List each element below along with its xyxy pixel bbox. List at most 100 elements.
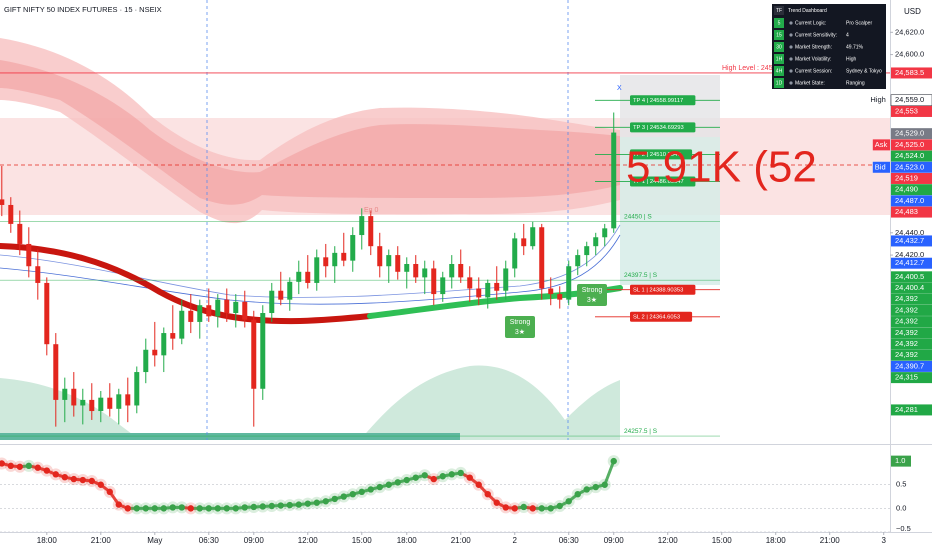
candle-body (323, 257, 329, 267)
candle-body (35, 266, 41, 283)
osc-dot (88, 477, 95, 485)
dashboard-badge (774, 18, 784, 28)
level-label: 24397.5 | S (624, 272, 658, 279)
candle-body (0, 199, 5, 205)
candle-body (251, 319, 257, 389)
candle-body (233, 301, 239, 314)
osc-tick-label: −0.5 (896, 524, 911, 533)
osc-dot (601, 481, 608, 488)
osc-dot (277, 502, 284, 509)
candle-body (179, 310, 185, 339)
candle-body (395, 255, 401, 272)
upper-band-inner (0, 60, 620, 205)
price-flag-label: Ask (875, 140, 888, 149)
price-tag-label: 24,281 (895, 405, 918, 414)
x-tick-label: 12:00 (298, 536, 319, 545)
price-flag-label: High (870, 95, 885, 104)
lower-band-strip (0, 433, 460, 440)
candle-body (557, 294, 563, 300)
dashboard-badge (774, 66, 784, 76)
candle-body (206, 305, 212, 317)
candle-body (485, 282, 491, 298)
osc-dot (547, 505, 554, 512)
osc-dot (232, 505, 239, 512)
dashboard-icon (789, 45, 793, 49)
candle-body (215, 299, 221, 317)
osc-dot (223, 505, 230, 512)
level-label: SL 1 | 24388.90353 (633, 287, 683, 293)
candle-body (404, 264, 410, 272)
osc-dot (331, 495, 338, 503)
price-tag-label: 24,487.0 (895, 196, 924, 205)
dashboard-key: Current Logic: (795, 20, 826, 26)
dashboard-tf: 15 (776, 32, 782, 38)
candle-body (467, 277, 473, 289)
x-tick-label: 21:00 (451, 536, 472, 545)
osc-last-tag (891, 455, 911, 467)
price-tag (891, 105, 932, 117)
price-tag (891, 139, 932, 151)
dashboard-value: High (846, 56, 857, 62)
candle-body (152, 349, 158, 356)
price-tag (891, 293, 932, 305)
dashboard-value: 49.71% (846, 44, 864, 50)
price-tag (891, 316, 932, 328)
price-tag (891, 172, 932, 184)
dashboard-corner: TF (776, 8, 782, 14)
osc-dot (160, 505, 167, 512)
price-tag (891, 349, 932, 361)
price-tag (891, 150, 932, 162)
candle-body (8, 204, 14, 224)
candle-body (611, 132, 617, 229)
candle-body (242, 301, 248, 320)
candle-body (125, 394, 131, 406)
osc-dot (484, 490, 491, 498)
price-tag-label: 24,392 (895, 305, 918, 314)
osc-dot (205, 505, 212, 512)
candle-body (341, 252, 347, 261)
osc-dot (520, 503, 527, 511)
lower-band (360, 365, 620, 440)
level-badge (630, 95, 696, 106)
osc-dot (385, 481, 392, 488)
osc-dot (295, 501, 302, 508)
osc-dot (214, 505, 221, 512)
x-tick-label: 06:30 (199, 536, 220, 545)
candle-body (593, 237, 599, 247)
signal-text: 3★ (587, 296, 597, 304)
osc-dot (25, 462, 32, 470)
osc-dot (124, 505, 131, 512)
candle-body (350, 235, 356, 261)
dashboard-badge (774, 30, 784, 40)
candle-body (422, 268, 428, 278)
price-tag (891, 404, 932, 416)
osc-dot (178, 504, 185, 511)
osc-dot (358, 488, 365, 496)
osc-tick-label: 0.5 (896, 480, 906, 489)
osc-dot (151, 505, 158, 512)
signal-text: Strong (582, 287, 603, 294)
candle-body (197, 305, 203, 322)
osc-dot (556, 502, 563, 510)
eg-label: Eg 0 (364, 207, 379, 214)
dashboard-tf: 5 (778, 20, 781, 26)
signal-text: Strong (510, 319, 531, 326)
osc-dot (340, 493, 347, 500)
price-tag-label: 24,400.5 (895, 272, 924, 281)
candle-body (53, 344, 59, 400)
level-badge (630, 176, 696, 187)
price-tag-label: 24,315 (895, 373, 918, 382)
candle-body (134, 372, 140, 406)
candle-body (494, 282, 500, 291)
osc-dot (592, 483, 599, 491)
level-label: TP 2 | 24510.3947 (633, 152, 681, 158)
candle-body (62, 388, 68, 400)
x-tick-label: 15:00 (712, 536, 733, 545)
price-tag (891, 184, 932, 196)
candle-body (521, 238, 527, 247)
dashboard-icon (789, 81, 793, 85)
osc-dot (286, 501, 293, 509)
price-tag-label: 24,553 (895, 106, 918, 115)
price-tag (891, 195, 932, 207)
